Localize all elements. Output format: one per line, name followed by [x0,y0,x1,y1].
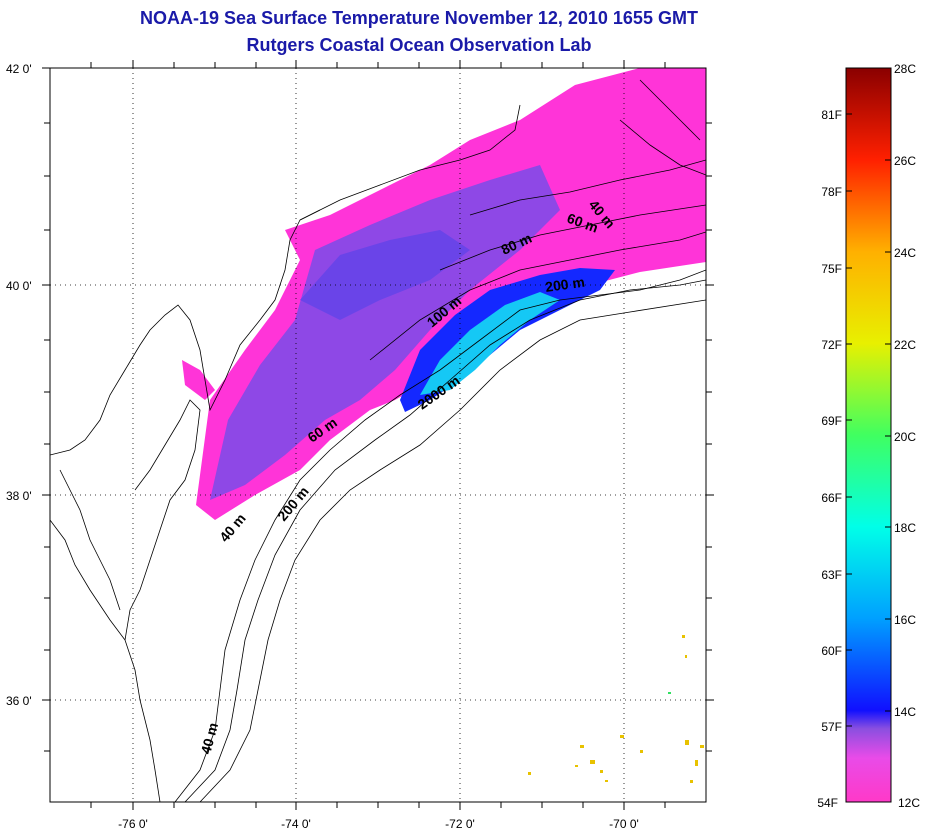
sst-violet-patch [300,230,470,320]
cb-c-26: 26C [894,154,916,168]
cb-c-14: 14C [894,705,916,719]
sst-warm-pixels [528,635,704,783]
cb-c-18: 18C [894,521,916,535]
cb-f-81: 81F [821,108,842,122]
contour-label-200m-south: 200 m [274,483,312,524]
cb-f-57: 57F [821,720,842,734]
coastline-and-contours [50,79,706,802]
sst-field [182,68,706,783]
lat-label-38: 38 0' [6,489,32,503]
cb-f-60: 60F [821,644,842,658]
contour-60m [469,159,706,216]
cb-c-28: 28C [894,62,916,76]
lat-label-42: 42 0' [6,62,32,76]
cb-c-20: 20C [894,430,916,444]
cb-f-54: 54F [817,796,838,810]
cb-f-78: 78F [821,185,842,199]
lon-label-70: -70 0' [609,817,639,831]
colorbar-gradient [845,67,892,803]
contour-80m [439,204,706,271]
cb-c-22: 22C [894,338,916,352]
lon-label-76: -76 0' [118,817,148,831]
sst-cyan-region [420,292,560,395]
tick-marks [42,60,714,810]
contour-label-40m-hatteras: 40 m [197,721,221,756]
cb-f-69: 69F [821,414,842,428]
contour-2000m [199,299,706,802]
coastline-inland [59,469,121,611]
map-title: NOAA-19 Sea Surface Temperature November… [140,8,698,28]
cb-c-24: 24C [894,246,916,260]
cb-c-12: 12C [898,796,920,810]
map-subtitle: Rutgers Coastal Ocean Observation Lab [246,35,592,55]
colorbar-ticks [846,113,891,727]
coastline-long-island [299,104,521,221]
colorbar: 28C 26C 24C 22C 20C 18C 16C 14C 12C 81F … [817,62,920,810]
contour-label-200m-north: 200 m [544,274,586,295]
lon-label-72: -72 0' [445,817,475,831]
cb-f-72: 72F [821,338,842,352]
lon-labels: -76 0' -74 0' -72 0' -70 0' [118,817,639,831]
lat-label-36: 36 0' [6,694,32,708]
sst-purple-region [210,165,560,500]
sst-delaware-bay [182,360,215,400]
contour-cape-cod [619,119,706,176]
coastline-inland-2 [50,519,126,641]
coastline-chesapeake [124,399,201,802]
lon-label-74: -74 0' [281,817,311,831]
cb-f-63: 63F [821,568,842,582]
sst-green-pixel [668,692,671,694]
contour-200m [184,279,706,802]
cb-c-16: 16C [894,613,916,627]
contour-40m [174,269,706,802]
contour-gulf-maine [639,79,701,141]
lat-label-40: 40 0' [6,279,32,293]
cb-f-66: 66F [821,491,842,505]
lat-labels: 42 0' 40 0' 38 0' 36 0' [6,62,32,708]
contour-100m [369,231,706,361]
cb-f-75: 75F [821,262,842,276]
